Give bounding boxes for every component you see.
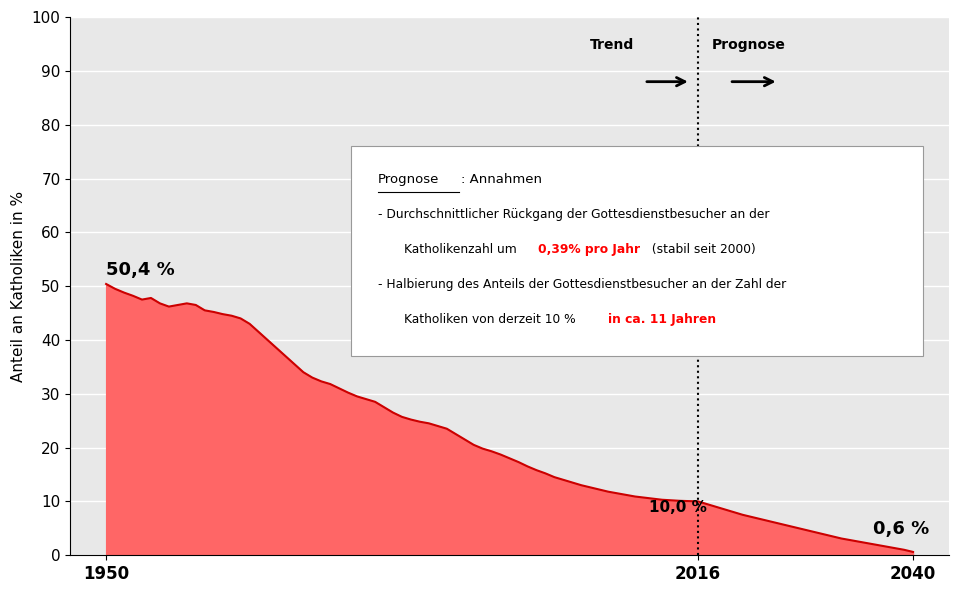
FancyBboxPatch shape	[351, 146, 923, 356]
Text: in ca. 11 Jahren: in ca. 11 Jahren	[608, 313, 716, 326]
Text: Prognose: Prognose	[378, 173, 439, 186]
Text: (stabil seit 2000): (stabil seit 2000)	[648, 243, 756, 256]
Text: Trend: Trend	[590, 38, 635, 52]
Text: 0,39% pro Jahr: 0,39% pro Jahr	[538, 243, 639, 256]
Text: 0,6 %: 0,6 %	[873, 520, 929, 538]
Text: Prognose: Prognose	[711, 38, 785, 52]
Text: - Halbierung des Anteils der Gottesdienstbesucher an der Zahl der: - Halbierung des Anteils der Gottesdiens…	[378, 278, 786, 291]
Text: 10,0 %: 10,0 %	[649, 500, 707, 515]
Text: - Durchschnittlicher Rückgang der Gottesdienstbesucher an der: - Durchschnittlicher Rückgang der Gottes…	[378, 208, 769, 221]
Text: : Annahmen: : Annahmen	[461, 173, 542, 186]
Text: Katholikenzahl um: Katholikenzahl um	[404, 243, 520, 256]
Y-axis label: Anteil an Katholiken in %: Anteil an Katholiken in %	[12, 191, 26, 382]
Text: 50,4 %: 50,4 %	[107, 261, 175, 279]
Text: Katholiken von derzeit 10 %: Katholiken von derzeit 10 %	[404, 313, 580, 326]
